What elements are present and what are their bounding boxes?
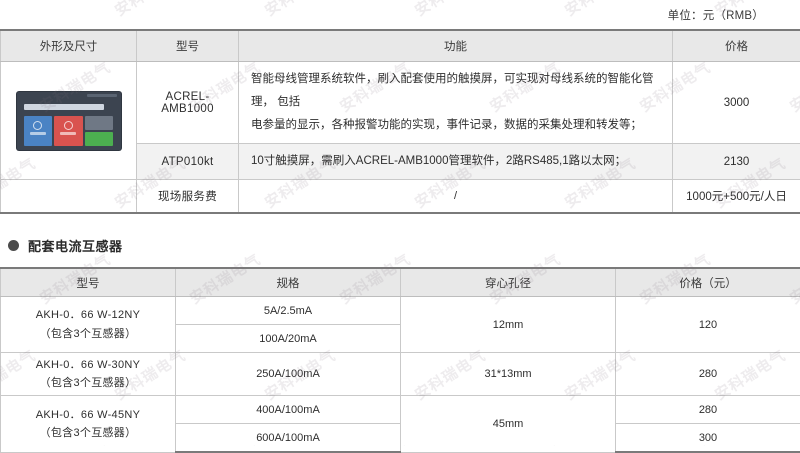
ct-model-line-2: （包含3个互感器） <box>40 328 137 340</box>
ct-spec: 400A/100mA <box>176 396 401 424</box>
ct-model: AKH-0．66 W-12NY （包含3个互感器） <box>1 297 176 353</box>
thumbnail-tile-red <box>54 116 83 146</box>
product-image-cell <box>1 62 137 180</box>
ct-spec: 100A/20mA <box>176 325 401 353</box>
ct-model: AKH-0．66 W-45NY （包含3个互感器） <box>1 396 176 453</box>
ct-model-line-2: （包含3个互感器） <box>40 427 137 439</box>
ct-spec: 250A/100mA <box>176 353 401 396</box>
column-header-model: 型号 <box>137 30 239 62</box>
thumbnail-title-bar <box>24 104 104 110</box>
thumbnail-tile-label <box>60 132 76 135</box>
table-row: 现场服务费 / 1000元+500元/人日 <box>1 180 800 214</box>
product-function: 10寸触摸屏，需刷入ACREL-AMB1000管理软件，2路RS485,1路以太… <box>239 144 673 180</box>
current-transformer-table: 型号 规格 穿心孔径 价格（元） AKH-0．66 W-12NY （包含3个互感… <box>0 267 800 453</box>
bullet-dot-icon <box>8 240 19 251</box>
products-table-header-row: 外形及尺寸 型号 功能 价格 <box>1 30 800 62</box>
ct-model-line-2: （包含3个互感器） <box>40 377 137 389</box>
service-row-spacer <box>1 180 137 214</box>
thumbnail-tile-gray <box>85 116 114 130</box>
column-header-aperture: 穿心孔径 <box>401 268 616 297</box>
product-function: 智能母线管理系统软件，刷入配套使用的触摸屏，可实现对母线系统的智能化管理， 包括… <box>239 62 673 144</box>
table-row: AKH-0．66 W-12NY （包含3个互感器） 5A/2.5mA 12mm … <box>1 297 800 325</box>
product-price: 3000 <box>673 62 800 144</box>
thumbnail-status-bar <box>87 94 117 97</box>
thumbnail-tile-grid <box>24 116 114 146</box>
column-header-function: 功能 <box>239 30 673 62</box>
table-row: ACREL-AMB1000 智能母线管理系统软件，刷入配套使用的触摸屏，可实现对… <box>1 62 800 144</box>
ct-aperture: 12mm <box>401 297 616 353</box>
service-fee-label: 现场服务费 <box>137 180 239 214</box>
ct-price: 300 <box>616 424 800 453</box>
ct-aperture: 45mm <box>401 396 616 453</box>
unit-note: 单位：元（RMB） <box>0 0 800 29</box>
column-header-dimensions: 外形及尺寸 <box>1 30 137 62</box>
column-header-price: 价格 <box>673 30 800 62</box>
ct-spec: 5A/2.5mA <box>176 297 401 325</box>
ct-price: 280 <box>616 353 800 396</box>
product-model: ATP010kt <box>137 144 239 180</box>
monitor-icon <box>33 121 42 130</box>
product-function-line-2: 电参量的显示，各种报警功能的实现，事件记录，数据的采集处理和转发等； <box>251 119 642 131</box>
thumbnail-tile-blue <box>24 116 53 146</box>
product-price: 2130 <box>673 144 800 180</box>
service-fee-function: / <box>239 180 673 214</box>
column-header-spec: 规格 <box>176 268 401 297</box>
ct-table-header-row: 型号 规格 穿心孔径 价格（元） <box>1 268 800 297</box>
table-row: AKH-0．66 W-30NY （包含3个互感器） 250A/100mA 31*… <box>1 353 800 396</box>
thumbnail-tile-green <box>85 132 114 146</box>
products-table: 外形及尺寸 型号 功能 价格 <box>0 29 800 214</box>
product-model: ACREL-AMB1000 <box>137 62 239 144</box>
ct-model: AKH-0．66 W-30NY （包含3个互感器） <box>1 353 176 396</box>
ct-section-heading: 配套电流互感器 <box>0 214 800 267</box>
ct-price: 280 <box>616 396 800 424</box>
ct-spec: 600A/100mA <box>176 424 401 453</box>
product-thumbnail-image <box>17 92 121 150</box>
table-row: AKH-0．66 W-45NY （包含3个互感器） 400A/100mA 45m… <box>1 396 800 424</box>
column-header-model: 型号 <box>1 268 176 297</box>
column-header-price: 价格（元） <box>616 268 800 297</box>
thumbnail-tile-label <box>30 132 46 135</box>
ct-section-title: 配套电流互感器 <box>28 236 123 255</box>
search-icon <box>64 121 73 130</box>
service-fee-price: 1000元+500元/人日 <box>673 180 800 214</box>
ct-model-line-1: AKH-0．66 W-12NY <box>36 309 141 321</box>
ct-model-line-1: AKH-0．66 W-45NY <box>36 409 141 421</box>
ct-model-line-1: AKH-0．66 W-30NY <box>36 359 141 371</box>
product-function-line-1: 智能母线管理系统软件，刷入配套使用的触摸屏，可实现对母线系统的智能化管理， 包括 <box>251 73 654 108</box>
ct-price: 120 <box>616 297 800 353</box>
ct-aperture: 31*13mm <box>401 353 616 396</box>
